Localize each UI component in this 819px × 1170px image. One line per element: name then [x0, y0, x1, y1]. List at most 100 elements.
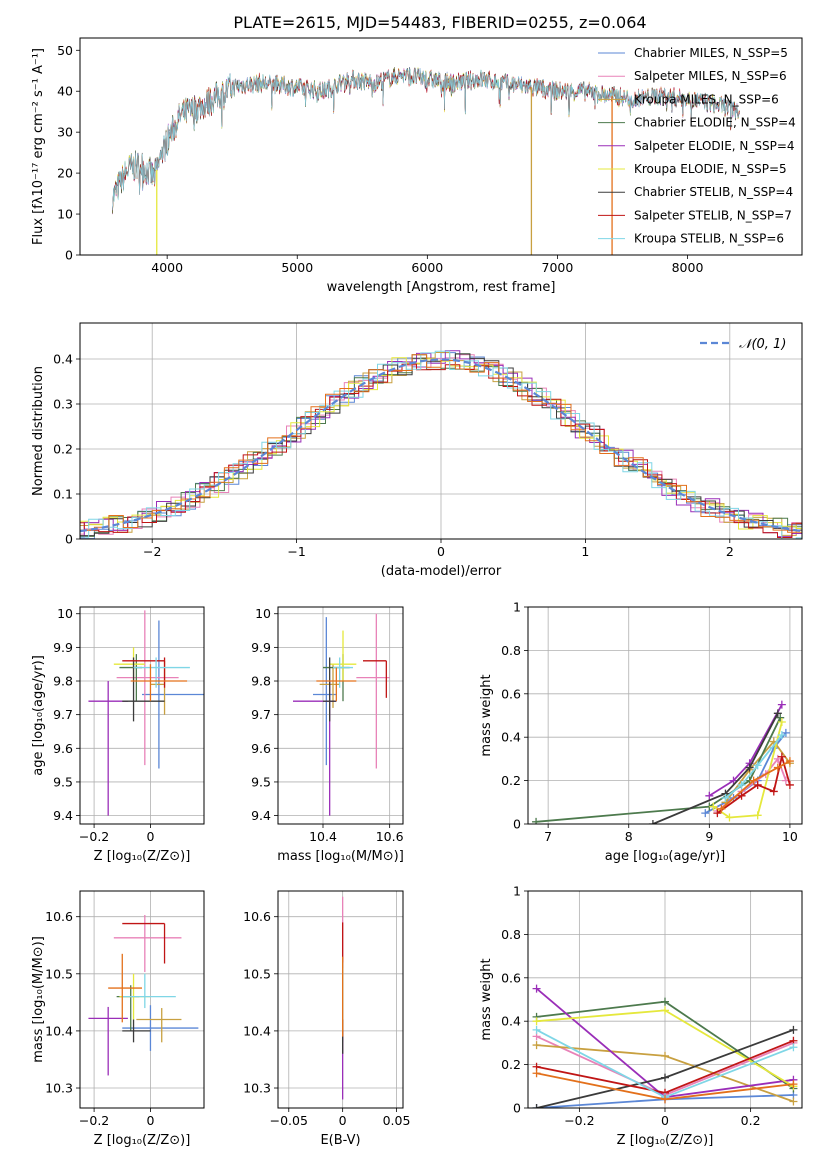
data-point — [122, 1005, 199, 1051]
weight-point-marker — [661, 1006, 669, 1015]
y-tick-label: 10.4 — [45, 1023, 73, 1038]
weight-point-marker — [789, 1097, 798, 1106]
spectrum-series-line — [112, 67, 740, 211]
legend: Chabrier MILES, N_SSP=5 Salpeter MILES, N… — [598, 46, 796, 246]
y-tick-label: 10.5 — [45, 966, 73, 981]
legend-label: Kroupa MILES, N_SSP=6 — [634, 92, 779, 106]
y-axis-label: Normed distribution — [31, 366, 46, 496]
y-tick-label: 0.4 — [501, 1014, 521, 1029]
y-tick-label: 0 — [65, 532, 73, 547]
y-axis-label: mass weight — [479, 958, 494, 1040]
data-point — [113, 647, 145, 682]
legend: 𝒩(0, 1) — [700, 337, 786, 352]
weight-point-marker — [753, 761, 762, 770]
weight-point-marker — [705, 791, 714, 800]
y-tick-label: 30 — [57, 125, 73, 140]
weight-point-marker — [777, 752, 786, 761]
y-tick-label: 10.6 — [243, 909, 271, 924]
axes: −2 −1 0 1 2 0 0.1 0.2 0.3 0.4 (data-model)/error No… — [31, 322, 803, 579]
data-point — [363, 660, 387, 698]
y-tick-label: 0 — [513, 1101, 521, 1116]
y-tick-label: 10 — [255, 606, 271, 621]
weight-point-marker — [729, 776, 738, 785]
y-tick-label: 10.3 — [243, 1081, 271, 1096]
weight-point-marker — [789, 1080, 798, 1089]
weight-point-marker — [532, 1104, 541, 1108]
weight-point-marker — [661, 1095, 669, 1104]
y-tick-label: 10.3 — [45, 1081, 73, 1096]
weight-point-marker — [781, 728, 790, 737]
x-tick-label: −0.2 — [79, 1113, 109, 1128]
data-point — [122, 1019, 151, 1043]
weight-point-marker — [713, 809, 722, 818]
weight-point-marker — [532, 1025, 541, 1034]
axes-frame — [277, 606, 404, 825]
y-tick-label: 0.6 — [501, 686, 521, 701]
data-point — [113, 914, 182, 973]
weight-point-marker — [785, 780, 794, 789]
weight-point-marker — [777, 700, 786, 709]
y-axis-label: Flux [fλ10⁻¹⁷ erg cm⁻² s⁻¹ A⁻¹] — [31, 48, 46, 245]
x-axis-label: E(B-V) — [320, 1133, 360, 1148]
y-tick-label: 10.6 — [45, 909, 73, 924]
data-point — [116, 610, 179, 766]
weight-point-marker — [532, 1069, 541, 1078]
weight-point-marker — [737, 780, 746, 789]
weight-point-marker — [701, 809, 710, 818]
axes-frame — [277, 890, 404, 1109]
weight-point-marker — [737, 791, 746, 800]
y-tick-label: 0.2 — [53, 442, 73, 457]
x-tick-label: 10.6 — [376, 829, 404, 844]
plot-area — [80, 350, 802, 539]
x-tick-label: −0.2 — [564, 1113, 594, 1128]
plot-area — [532, 700, 794, 824]
y-tick-label: 0.2 — [501, 1057, 521, 1072]
weight-point-marker — [717, 804, 726, 813]
panel-weight-vs-Z: −0.2 0 0.2 0 0.2 0.4 0.6 0.8 1 Z [log₁₀(Z/Z⊙)] mas… — [479, 884, 803, 1148]
figure-title: PLATE=2615, MJD=54483, FIBERID=0255, z=0… — [233, 13, 646, 32]
x-tick-label: 6000 — [411, 260, 443, 275]
weight-point-marker — [789, 1025, 798, 1034]
axes: 4000 5000 6000 7000 8000 0 10 20 30 40 50 wavelengt… — [31, 37, 803, 295]
x-tick-label: 0 — [146, 829, 154, 844]
weight-point-marker — [745, 763, 754, 772]
x-tick-label: 0.2 — [741, 1113, 761, 1128]
y-tick-label: 1 — [513, 600, 521, 615]
data-point — [88, 681, 128, 816]
x-tick-label: 2 — [726, 544, 734, 559]
y-tick-label: 0.3 — [53, 397, 73, 412]
x-tick-label: 0 — [661, 1113, 669, 1128]
x-axis-label: age [log₁₀(age/yr)] — [605, 849, 726, 864]
data-point — [130, 664, 188, 702]
x-tick-label: −1 — [287, 544, 305, 559]
y-tick-label: 0.4 — [501, 730, 521, 745]
data-point — [133, 657, 190, 688]
histogram-series — [80, 354, 802, 535]
data-point — [122, 973, 176, 1009]
legend-label: 𝒩(0, 1) — [739, 337, 786, 352]
panel-weight-vs-age: 7 8 9 10 0 0.2 0.4 0.6 0.8 1 age [log₁₀(age/yr)] ma… — [479, 600, 803, 864]
y-tick-label: 0.8 — [501, 643, 521, 658]
weight-point-marker — [709, 802, 718, 811]
panel-residuals: −2 −1 0 1 2 0 0.1 0.2 0.3 0.4 (data-model)/error No… — [31, 322, 803, 579]
weight-point-marker — [532, 1017, 541, 1026]
y-tick-label: 0.2 — [501, 773, 521, 788]
weight-point-marker — [661, 997, 669, 1006]
data-point — [88, 1006, 128, 1076]
histogram-series — [80, 352, 802, 536]
y-axis-label: mass [log₁₀(M/M⊙)] — [31, 936, 46, 1063]
axes-frame — [527, 606, 803, 825]
weight-point-marker — [661, 1051, 669, 1060]
legend-label: Kroupa STELIB, N_SSP=6 — [634, 232, 784, 246]
x-tick-label: 7000 — [542, 260, 574, 275]
axes-frame — [79, 606, 205, 825]
y-tick-label: 9.6 — [251, 741, 271, 756]
data-point — [122, 657, 166, 688]
weight-point-marker — [725, 813, 734, 822]
x-tick-label: −0.2 — [79, 829, 109, 844]
y-tick-label: 0.4 — [53, 352, 73, 367]
y-tick-label: 0 — [513, 817, 521, 832]
weight-series-line — [720, 760, 791, 810]
x-tick-label: −2 — [143, 544, 161, 559]
x-tick-label: 0.05 — [383, 1113, 411, 1128]
